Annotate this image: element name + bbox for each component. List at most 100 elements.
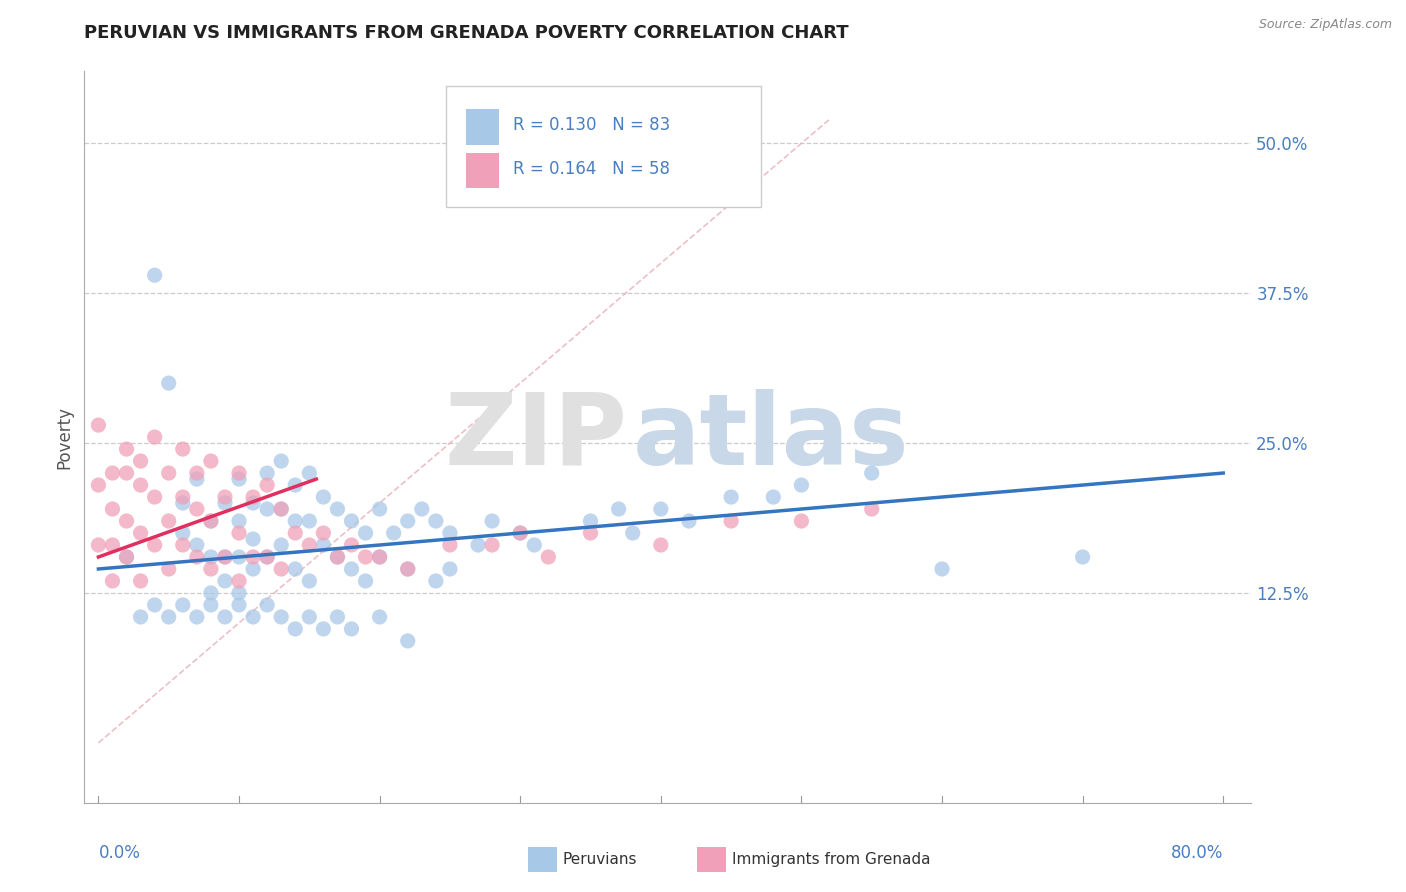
Point (326, 502, 349, 516)
Point (129, 574, 152, 588)
Point (396, 514, 419, 528)
Point (382, 526, 405, 541)
Point (228, 514, 250, 528)
Point (200, 454, 222, 468)
Point (242, 496, 264, 510)
Point (186, 549, 208, 564)
Point (87, 478, 110, 492)
Point (256, 502, 278, 516)
Point (115, 549, 138, 564)
Point (312, 622, 335, 636)
Point (101, 538, 124, 552)
Text: 80.0%: 80.0% (1171, 845, 1223, 863)
Point (579, 526, 602, 541)
Point (312, 538, 335, 552)
Point (214, 496, 236, 510)
Point (157, 514, 180, 528)
FancyBboxPatch shape (465, 110, 499, 145)
Point (214, 574, 236, 588)
Point (860, 466, 883, 480)
Point (214, 549, 236, 564)
Point (115, 466, 138, 480)
Point (172, 598, 194, 612)
Point (129, 610, 152, 624)
Point (762, 490, 785, 504)
Point (467, 538, 489, 552)
Point (298, 574, 321, 588)
Point (101, 574, 124, 588)
Point (172, 442, 194, 456)
Text: PERUVIAN VS IMMIGRANTS FROM GRENADA POVERTY CORRELATION CHART: PERUVIAN VS IMMIGRANTS FROM GRENADA POVE… (84, 24, 849, 42)
Point (186, 610, 208, 624)
Point (129, 526, 152, 541)
Text: Immigrants from Grenada: Immigrants from Grenada (733, 852, 931, 867)
Text: Source: ZipAtlas.com: Source: ZipAtlas.com (1258, 18, 1392, 31)
Point (298, 466, 321, 480)
Text: 0.0%: 0.0% (98, 845, 141, 863)
Point (200, 514, 222, 528)
Point (340, 622, 363, 636)
Point (200, 598, 222, 612)
Point (298, 514, 321, 528)
Point (143, 430, 166, 444)
Point (481, 514, 503, 528)
Point (509, 526, 531, 541)
Point (228, 586, 250, 600)
Point (298, 538, 321, 552)
FancyBboxPatch shape (697, 847, 727, 872)
Point (650, 502, 672, 516)
FancyBboxPatch shape (465, 153, 499, 188)
Point (678, 514, 700, 528)
Point (242, 562, 264, 576)
Point (87, 418, 110, 433)
Point (439, 526, 461, 541)
Point (411, 502, 433, 516)
Point (340, 538, 363, 552)
Point (143, 490, 166, 504)
Point (368, 549, 391, 564)
Text: R = 0.130   N = 83: R = 0.130 N = 83 (513, 116, 669, 134)
Point (1071, 549, 1094, 564)
Point (354, 574, 377, 588)
Point (340, 514, 363, 528)
Point (509, 526, 531, 541)
Point (270, 502, 292, 516)
Point (172, 526, 194, 541)
Point (396, 634, 419, 648)
Text: ZIP: ZIP (444, 389, 627, 485)
Point (157, 610, 180, 624)
Point (256, 466, 278, 480)
Point (256, 598, 278, 612)
Point (172, 490, 194, 504)
Text: atlas: atlas (633, 389, 910, 485)
Point (312, 526, 335, 541)
Point (228, 549, 250, 564)
Point (298, 610, 321, 624)
Text: Peruvians: Peruvians (562, 852, 637, 867)
Point (284, 562, 307, 576)
Point (368, 549, 391, 564)
Point (200, 549, 222, 564)
Point (790, 514, 813, 528)
Point (157, 562, 180, 576)
Point (172, 496, 194, 510)
Point (439, 538, 461, 552)
Point (326, 549, 349, 564)
Point (270, 538, 292, 552)
Point (481, 538, 503, 552)
Point (256, 549, 278, 564)
Point (115, 514, 138, 528)
Point (200, 514, 222, 528)
Point (425, 574, 447, 588)
Point (368, 610, 391, 624)
Point (200, 562, 222, 576)
Point (242, 490, 264, 504)
Point (860, 502, 883, 516)
Point (425, 514, 447, 528)
Point (228, 466, 250, 480)
Point (200, 586, 222, 600)
Point (256, 549, 278, 564)
Point (242, 532, 264, 546)
Point (186, 502, 208, 516)
Point (186, 472, 208, 486)
